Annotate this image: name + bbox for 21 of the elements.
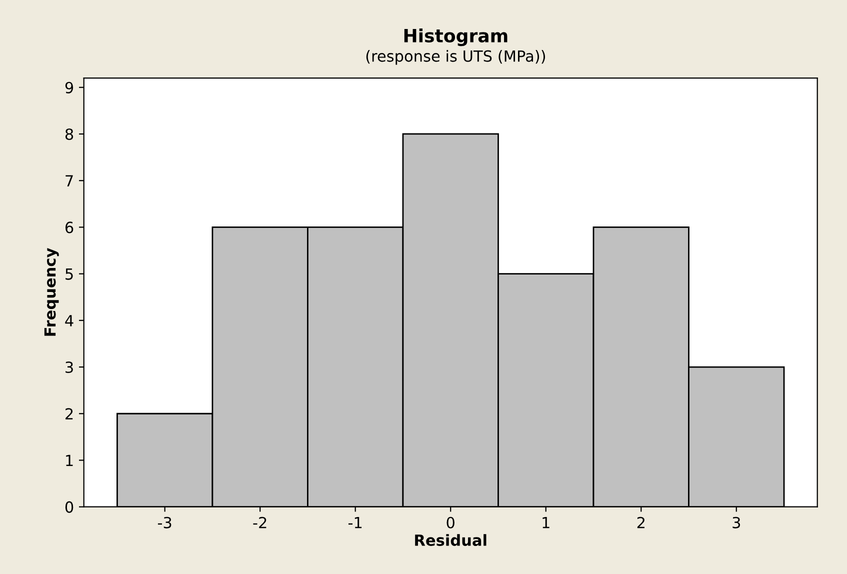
y-tick-label: 5 (66, 268, 73, 280)
x-tick-label: 0 (446, 516, 454, 528)
y-tick-label: 1 (66, 454, 73, 466)
chart-subtitle: (response is UTS (MPa)) (366, 50, 546, 65)
x-tick-label: -3 (158, 516, 172, 528)
x-tick-label: 2 (637, 516, 644, 528)
y-tick-label: 8 (65, 128, 74, 140)
y-tick-label: 3 (66, 361, 73, 374)
x-axis-title: Residual (415, 534, 486, 546)
x-tick-label: -1 (348, 517, 362, 528)
chart-title: Histogram (404, 28, 508, 46)
y-tick-label: 0 (65, 501, 74, 513)
x-tick-label: -2 (253, 516, 266, 528)
x-tick-label: 3 (732, 516, 740, 528)
y-tick-label: 6 (65, 222, 74, 234)
y-axis-title: Frequency (44, 248, 59, 336)
y-tick-label: 4 (65, 315, 74, 326)
y-tick-label: 7 (66, 175, 73, 186)
y-tick-label: 9 (65, 82, 74, 94)
y-tick-label: 2 (66, 408, 73, 420)
x-tick-label: 1 (542, 517, 550, 528)
